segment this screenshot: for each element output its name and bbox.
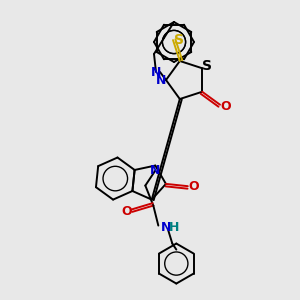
Text: N: N (150, 164, 160, 177)
Text: N: N (156, 74, 166, 86)
Text: S: S (174, 33, 184, 47)
Text: O: O (121, 206, 132, 218)
Text: N: N (151, 65, 161, 79)
Text: H: H (169, 221, 179, 234)
Text: N: N (161, 221, 172, 234)
Text: O: O (221, 100, 231, 113)
Text: O: O (188, 180, 199, 193)
Text: S: S (202, 59, 212, 73)
